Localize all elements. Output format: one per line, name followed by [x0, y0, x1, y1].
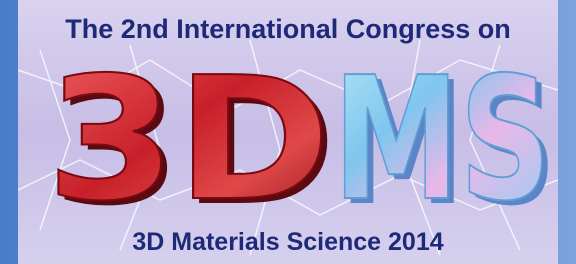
banner: The 2nd International Congress on 3D 3D … — [0, 0, 576, 264]
logo-ms: MS — [333, 41, 551, 239]
title: The 2nd International Congress on — [65, 14, 511, 44]
subtitle: 3D Materials Science 2014 — [132, 228, 443, 256]
logo-3d: 3D — [46, 41, 331, 239]
